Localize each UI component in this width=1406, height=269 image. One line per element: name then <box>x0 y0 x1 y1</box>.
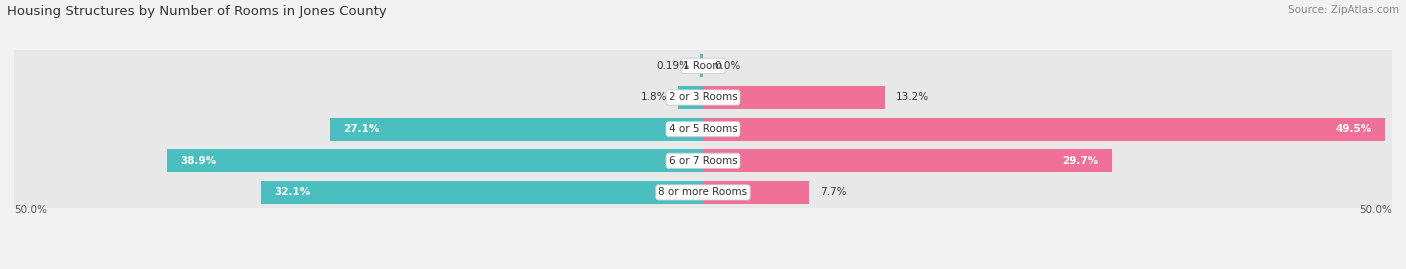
Text: 27.1%: 27.1% <box>343 124 380 134</box>
Text: 6 or 7 Rooms: 6 or 7 Rooms <box>669 156 737 166</box>
Text: 49.5%: 49.5% <box>1336 124 1371 134</box>
Bar <box>14 145 1392 176</box>
Bar <box>703 181 808 204</box>
Text: 7.7%: 7.7% <box>820 187 846 197</box>
Bar <box>329 118 703 140</box>
Text: 50.0%: 50.0% <box>1360 204 1392 215</box>
Text: 4 or 5 Rooms: 4 or 5 Rooms <box>669 124 737 134</box>
Bar <box>703 118 1385 140</box>
Text: Source: ZipAtlas.com: Source: ZipAtlas.com <box>1288 5 1399 15</box>
Bar <box>14 82 1392 113</box>
Text: 29.7%: 29.7% <box>1062 156 1098 166</box>
Bar <box>260 181 703 204</box>
Bar <box>703 149 1112 172</box>
Bar <box>14 50 1392 82</box>
Bar <box>14 176 1392 208</box>
Bar <box>703 86 884 109</box>
Text: 50.0%: 50.0% <box>14 204 46 215</box>
Text: 1.8%: 1.8% <box>641 93 668 102</box>
Bar <box>167 149 703 172</box>
Bar <box>14 113 1392 145</box>
Text: Housing Structures by Number of Rooms in Jones County: Housing Structures by Number of Rooms in… <box>7 5 387 18</box>
Text: 2 or 3 Rooms: 2 or 3 Rooms <box>669 93 737 102</box>
Text: 38.9%: 38.9% <box>181 156 217 166</box>
Text: 0.0%: 0.0% <box>714 61 741 71</box>
Text: 0.19%: 0.19% <box>657 61 689 71</box>
Text: 8 or more Rooms: 8 or more Rooms <box>658 187 748 197</box>
Text: 13.2%: 13.2% <box>896 93 929 102</box>
Text: 32.1%: 32.1% <box>274 187 311 197</box>
Bar <box>700 54 703 77</box>
Bar <box>678 86 703 109</box>
Text: 1 Room: 1 Room <box>683 61 723 71</box>
